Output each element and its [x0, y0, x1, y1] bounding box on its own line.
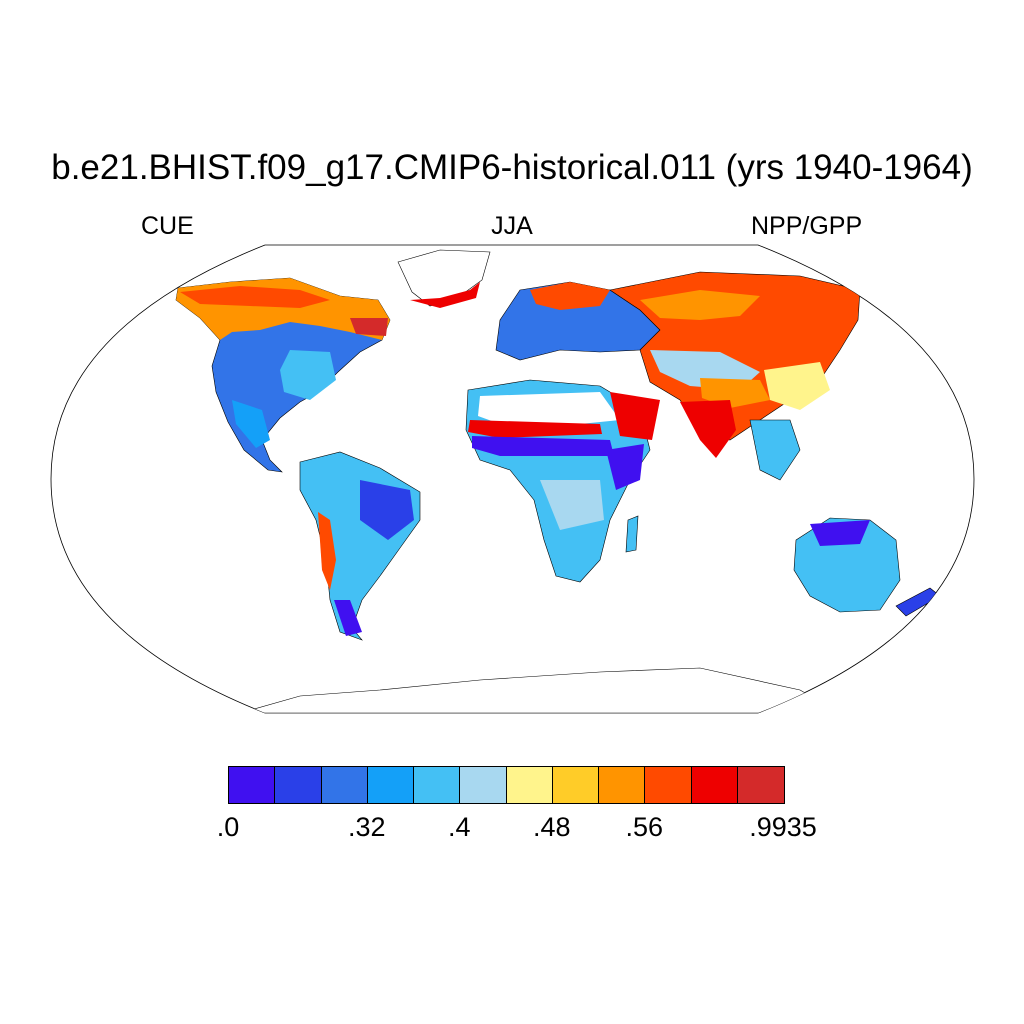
southeast-asia-blue — [749, 419, 801, 481]
australia-purple — [810, 520, 870, 546]
madagascar — [625, 515, 639, 553]
us-light-blue — [280, 350, 336, 400]
east-africa-purple — [606, 444, 644, 490]
sahel-purple — [472, 436, 614, 456]
colorbar-label-1: .32 — [347, 812, 386, 842]
colorbar-label-0: .0 — [216, 812, 240, 842]
colorbar-box-9 — [645, 767, 692, 803]
colorbar — [228, 766, 785, 804]
colorbar-label-4: .56 — [625, 812, 664, 842]
greenland — [397, 249, 491, 307]
china-yellow — [764, 362, 830, 410]
units-label: NPP/GPP — [751, 212, 863, 240]
colorbar-box-0 — [229, 767, 276, 803]
india-red — [680, 400, 736, 458]
colorbar-label-5: .9935 — [749, 812, 817, 842]
congo-light — [540, 480, 604, 530]
colorbar-box-3 — [367, 767, 414, 803]
colorbar-box-6 — [506, 767, 553, 803]
colorbar-box-4 — [414, 767, 461, 803]
colorbar-box-2 — [321, 767, 368, 803]
colorbar-box-7 — [552, 767, 599, 803]
canada-east-red — [350, 318, 388, 336]
colorbar-box-11 — [737, 767, 784, 803]
colorbar-box-1 — [275, 767, 322, 803]
colorbar-box-5 — [460, 767, 507, 803]
variable-label: CUE — [141, 212, 194, 240]
amazon-blue — [360, 480, 414, 540]
season-label: JJA — [491, 212, 533, 240]
scandinavia-red — [530, 282, 610, 310]
colorbar-label-2: .4 — [447, 812, 471, 842]
siberia-orange — [640, 290, 760, 320]
arabia-red — [610, 392, 660, 440]
plot-title: b.e21.BHIST.f09_g17.CMIP6-historical.011… — [51, 148, 973, 187]
sahel-red — [468, 420, 602, 438]
north-america-red-band — [180, 286, 330, 308]
andes-red — [318, 512, 336, 590]
patagonia-purple — [334, 600, 362, 636]
colorbar-label-3: .48 — [532, 812, 571, 842]
greenland-coast-red — [410, 282, 480, 308]
mexico-blue — [232, 400, 270, 448]
sahara-white — [478, 392, 620, 426]
colorbar-box-8 — [599, 767, 646, 803]
colorbar-box-10 — [691, 767, 738, 803]
